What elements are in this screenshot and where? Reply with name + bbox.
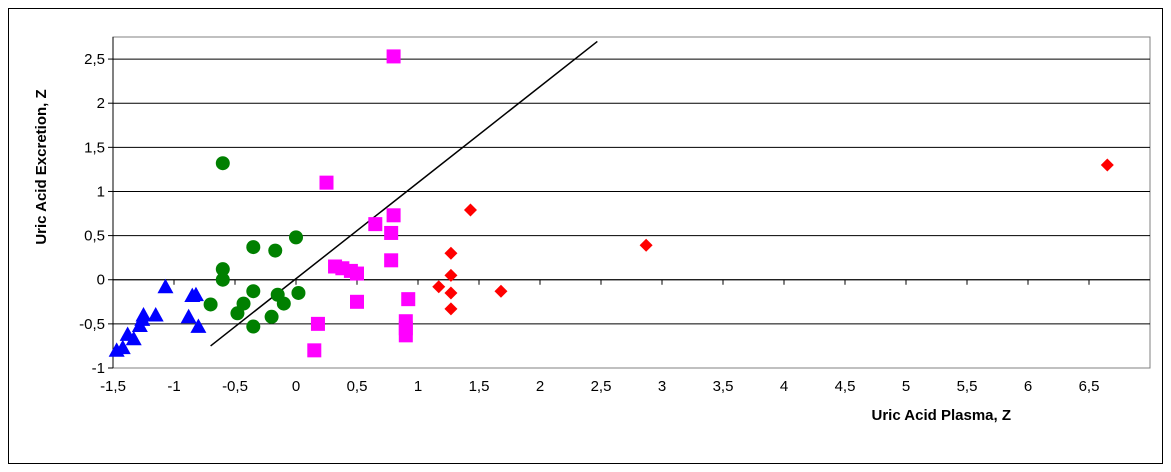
data-point-diamond xyxy=(1100,158,1114,172)
data-point-triangle xyxy=(114,339,131,355)
data-point-circle xyxy=(246,319,261,334)
data-point-square xyxy=(350,294,364,309)
scatter-chart: -1-0,500,511,522,5-1,5 -1 -0,5 0 0,5 1 1,5 2 2,5… xyxy=(33,36,1151,424)
data-point-circle xyxy=(276,296,291,311)
data-point-square xyxy=(398,328,413,343)
x-tick-label: 3,5 xyxy=(713,378,734,395)
data-point-diamond xyxy=(444,246,458,260)
y-tick-label: -0,5 xyxy=(79,316,105,333)
x-tick-label: 5,5 xyxy=(957,378,978,395)
x-tick-label: 1,5 xyxy=(469,378,490,395)
data-point-square xyxy=(384,253,399,268)
data-point-circle xyxy=(291,285,306,300)
data-point-triangle xyxy=(125,330,142,346)
x-tick-label: 0,5 xyxy=(347,378,368,395)
data-point-triangle xyxy=(187,286,204,302)
data-point-circle xyxy=(236,296,251,311)
data-point-circle xyxy=(246,240,261,255)
y-tick-label: -1 xyxy=(92,360,105,377)
plot-area xyxy=(112,36,1151,369)
data-points xyxy=(108,49,1114,358)
data-point-square xyxy=(401,292,416,307)
data-point-triangle xyxy=(180,308,197,324)
data-point-triangle xyxy=(147,307,164,322)
data-point-diamond xyxy=(639,238,653,252)
data-point-circle xyxy=(289,230,303,245)
y-tick-label: 1,5 xyxy=(84,139,105,156)
x-tick-label: 6,5 xyxy=(1079,378,1100,395)
data-point-square xyxy=(350,266,364,281)
data-point-square xyxy=(386,49,401,64)
data-point-circle xyxy=(215,156,230,171)
x-tick-label: 2 xyxy=(536,378,544,395)
data-point-square xyxy=(384,225,399,240)
x-tick-label: 2,5 xyxy=(591,378,612,395)
data-point-diamond xyxy=(444,302,458,316)
data-point-diamond xyxy=(432,280,446,294)
data-point-diamond xyxy=(463,203,477,217)
data-point-circle xyxy=(268,243,283,258)
x-tick-label: 4 xyxy=(780,378,788,395)
y-tick-label: 0,5 xyxy=(84,228,105,245)
data-point-diamond xyxy=(444,286,458,300)
x-tick-label: 5 xyxy=(902,378,910,395)
x-tick-label: 0 xyxy=(292,378,300,395)
x-axis-title: Uric Acid Plasma, Z xyxy=(872,407,1012,424)
data-point-circle xyxy=(215,272,230,287)
axes: -1-0,500,511,522,5-1,5 -1 -0,5 0 0,5 1 1,5 2 2,5… xyxy=(79,37,1150,395)
y-tick-label: 1 xyxy=(97,183,105,200)
data-point-diamond xyxy=(494,284,508,298)
data-point-square xyxy=(319,175,334,190)
data-point-circle xyxy=(264,309,279,324)
x-tick-label: 4,5 xyxy=(835,378,856,395)
x-tick-label: -1,5 xyxy=(100,378,126,395)
data-point-circle xyxy=(215,262,230,277)
y-tick-label: 2,5 xyxy=(84,51,105,68)
y-axis-title: Uric Acid Excretion, Z xyxy=(33,89,50,244)
y-tick-label: 0 xyxy=(97,272,105,289)
chart-frame: -1 -0,5 0 0,5 1 1,5 2 2,5 -1,5 -1 -0,5 0 0,5 1 1,5 2 2,5… xyxy=(8,8,1163,464)
data-point-triangle xyxy=(157,278,174,294)
x-tick-label: 6 xyxy=(1024,378,1032,395)
data-point-square xyxy=(368,217,383,232)
data-point-triangle xyxy=(135,307,152,322)
data-point-square xyxy=(310,316,325,331)
data-point-square xyxy=(307,343,322,358)
data-point-circle xyxy=(246,284,261,299)
x-tick-label: 3 xyxy=(658,378,666,395)
x-tick-label: -0,5 xyxy=(222,378,248,395)
data-point-square xyxy=(386,208,401,223)
data-point-triangle xyxy=(190,318,207,333)
x-tick-label: 1 xyxy=(414,378,422,395)
data-point-diamond xyxy=(444,268,458,282)
y-tick-label: 2 xyxy=(97,95,105,112)
data-point-circle xyxy=(203,297,218,312)
x-tick-label: -1 xyxy=(167,378,180,395)
